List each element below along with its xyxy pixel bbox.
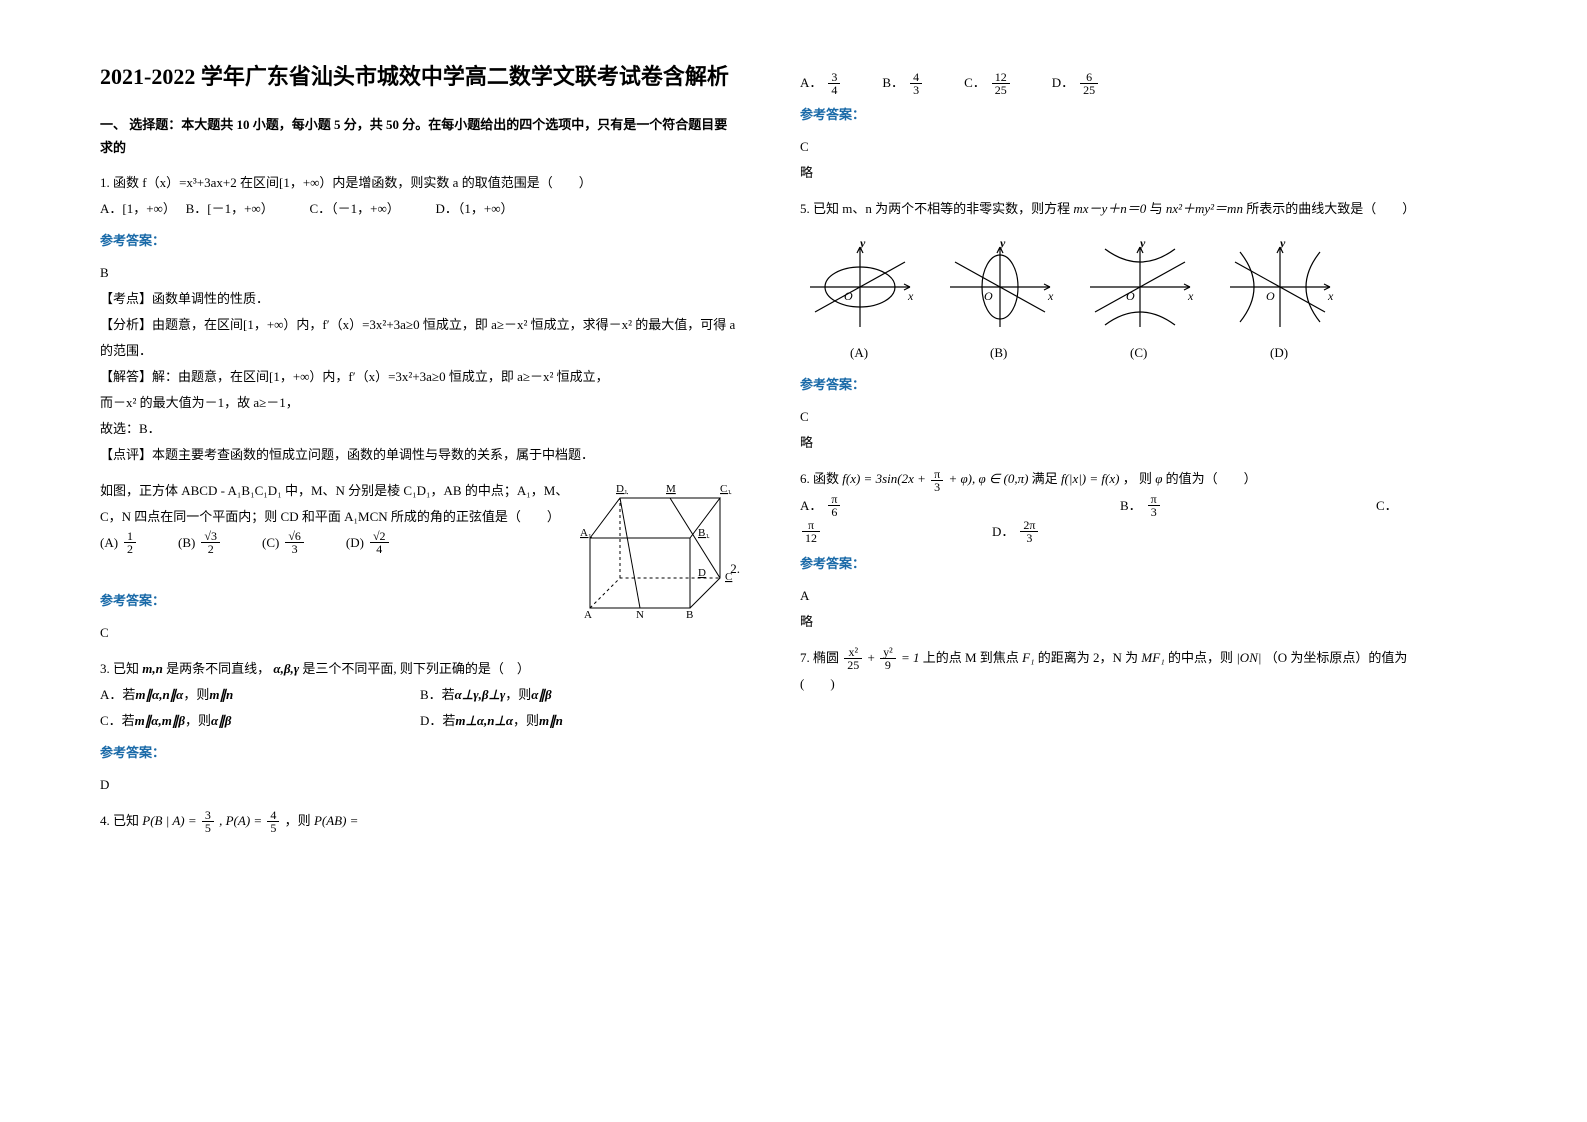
q3-stem-c: 是三个不同平面, 则下列正确的是（ ）: [302, 661, 530, 676]
svg-text:x: x: [1187, 289, 1194, 303]
q1-ans: B: [100, 260, 740, 286]
svg-text:O: O: [1266, 289, 1275, 303]
answer-label: 参考答案：: [800, 372, 1440, 398]
svg-text:A: A: [584, 609, 592, 618]
q1-num: 1.: [100, 175, 110, 190]
q2-optD: (D): [346, 530, 364, 556]
q1-optB: B．[－1，+∞）: [186, 201, 268, 216]
q2-optC: (C): [262, 530, 279, 556]
q1-optD: D．（1，+∞）: [436, 201, 514, 216]
svg-text:x: x: [907, 289, 914, 303]
q2-pre: 如图，正方体 ABCD - A₁B₁C₁D₁ 中，M、N 分别是棱 C₁D₁，A…: [100, 483, 568, 524]
svg-text:y: y: [1138, 236, 1146, 250]
answer-label: 参考答案：: [100, 228, 740, 254]
right-column: A．34 B．43 C．1225 D．625 参考答案： C 略 5. 已知 m…: [800, 60, 1440, 844]
svg-text:N: N: [636, 609, 644, 618]
q3-stem-b: 是两条不同直线，: [166, 661, 270, 676]
svg-text:M: M: [666, 483, 676, 495]
q7-num: 7.: [800, 650, 810, 665]
svg-text:O: O: [1126, 289, 1135, 303]
q1-optC: C．（－1，+∞）: [309, 201, 393, 216]
exam-title: 2021-2022 学年广东省汕头市城效中学高二数学文联考试卷含解析: [100, 60, 740, 93]
svg-text:x: x: [1327, 289, 1334, 303]
svg-text:O: O: [844, 289, 853, 303]
svg-text:(C): (C): [1130, 345, 1147, 360]
svg-text:O: O: [984, 289, 993, 303]
q1-exp1: 【考点】函数单调性的性质．: [100, 286, 740, 312]
svg-text:B₁: B₁: [698, 527, 709, 539]
q5-graphs: y x O y x O y x O y x O (A) (B) (C) (D): [800, 232, 1440, 362]
page: 2021-2022 学年广东省汕头市城效中学高二数学文联考试卷含解析 一、 选择…: [0, 0, 1587, 884]
answer-label: 参考答案：: [800, 551, 1440, 577]
svg-text:C₁: C₁: [720, 483, 731, 495]
q2-optA: (A): [100, 530, 118, 556]
question-1: 1. 函数 f（x）=x³+3ax+2 在区间[1，+∞）内是增函数，则实数 a…: [100, 170, 740, 468]
question-3: 3. 已知 m,n 是两条不同直线， α,β,γ 是三个不同平面, 则下列正确的…: [100, 656, 740, 798]
q1-stem: 函数 f（x）=x³+3ax+2 在区间[1，+∞）内是增函数，则实数 a 的取…: [113, 175, 592, 190]
q1-exp4: 而－x² 的最大值为－1，故 a≥－1，: [100, 390, 740, 416]
q2-ans: C: [100, 620, 740, 646]
cube-diagram: D₁ M C₁ A₁ B₁ D C A N B: [580, 478, 740, 618]
q2-optB: (B): [178, 530, 195, 556]
q5-omit: 略: [800, 430, 1440, 456]
q4-ans: C: [800, 134, 1440, 160]
svg-text:(B): (B): [990, 345, 1007, 360]
q1-optA: A．[1，+∞）: [100, 201, 169, 216]
q3-num: 3.: [100, 661, 110, 676]
question-2: 如图，正方体 ABCD - A₁B₁C₁D₁ 中，M、N 分别是棱 C₁D₁，A…: [100, 478, 740, 646]
svg-text:x: x: [1047, 289, 1054, 303]
q1-exp3: 【解答】解：由题意，在区间[1，+∞）内，f′（x）=3x²+3a≥0 恒成立，…: [100, 364, 740, 390]
q5-num: 5.: [800, 201, 810, 216]
q1-exp5: 故选：B．: [100, 416, 740, 442]
q6-ans: A: [800, 583, 1440, 609]
q3-abg: α,β,γ: [273, 661, 299, 676]
q6-num: 6.: [800, 471, 810, 486]
question-4-stem: 4. 已知 P(B | A) = 35 , P(A) = 45 ，则 P(AB)…: [100, 808, 740, 835]
question-4-opts: A．34 B．43 C．1225 D．625 参考答案： C 略: [800, 70, 1440, 186]
q3-mn: m,n: [142, 661, 163, 676]
question-7: 7. 椭圆 x²25 + y²9 = 1 上的点 M 到焦点 F₁ 的距离为 2…: [800, 645, 1440, 698]
answer-label: 参考答案：: [100, 740, 740, 766]
q4-omit: 略: [800, 160, 1440, 186]
q3-stem-a: 已知: [113, 661, 139, 676]
question-5: 5. 已知 m、n 为两个不相等的非零实数，则方程 mx－y＋n＝0 与 nx²…: [800, 196, 1440, 456]
question-6: 6. 函数 f(x) = 3sin(2x + π3 + φ), φ ∈ (0,π…: [800, 466, 1440, 635]
svg-text:y: y: [1278, 236, 1286, 250]
left-column: 2021-2022 学年广东省汕头市城效中学高二数学文联考试卷含解析 一、 选择…: [100, 60, 740, 844]
answer-label: 参考答案：: [800, 102, 1440, 128]
svg-text:y: y: [998, 236, 1006, 250]
q1-exp6: 【点评】本题主要考查函数的恒成立问题，函数的单调性与导数的关系，属于中档题．: [100, 442, 740, 468]
svg-text:B: B: [686, 609, 693, 618]
svg-text:D₁: D₁: [616, 483, 628, 495]
section-header: 一、 选择题：本大题共 10 小题，每小题 5 分，共 50 分。在每小题给出的…: [100, 113, 740, 160]
svg-text:(A): (A): [850, 345, 868, 360]
q3-ans: D: [100, 772, 740, 798]
q5-ans: C: [800, 404, 1440, 430]
svg-text:C: C: [725, 571, 732, 583]
q4-num: 4.: [100, 813, 110, 828]
q1-exp2: 【分析】由题意，在区间[1，+∞）内，f′（x）=3x²+3a≥0 恒成立，即 …: [100, 312, 740, 364]
svg-text:(D): (D): [1270, 345, 1288, 360]
svg-text:A₁: A₁: [580, 527, 592, 539]
svg-text:D: D: [698, 567, 706, 579]
q6-omit: 略: [800, 609, 1440, 635]
svg-text:y: y: [858, 236, 866, 250]
